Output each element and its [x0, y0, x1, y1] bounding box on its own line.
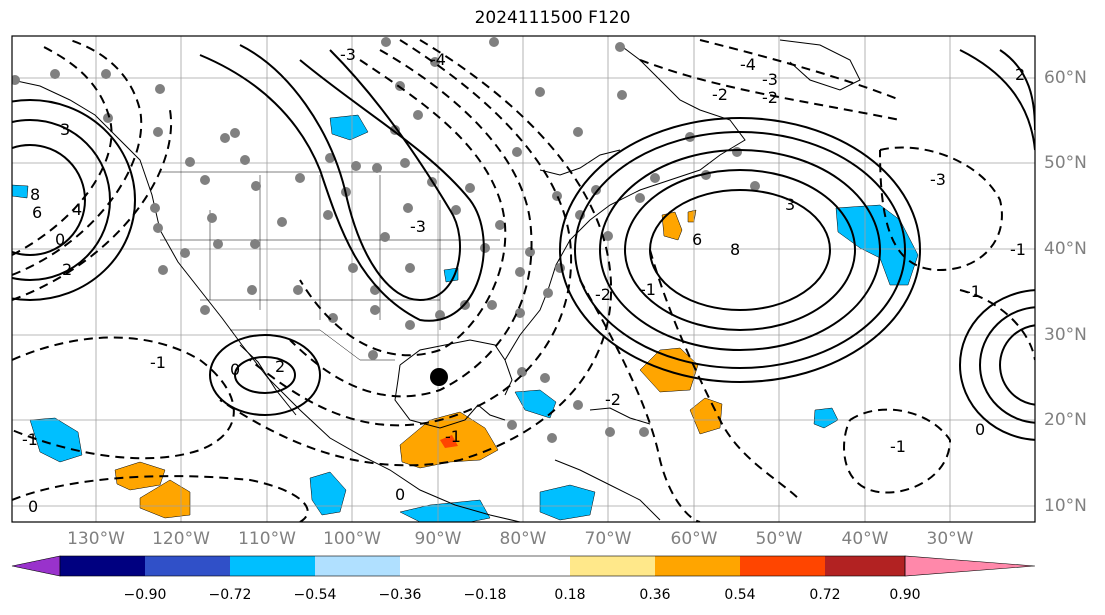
contour-label: -2	[605, 390, 621, 409]
contour-label: 0	[28, 497, 38, 516]
colorbar-bin	[655, 556, 740, 576]
lat-label: 40°N	[1044, 239, 1087, 259]
colorbar-bin	[740, 556, 825, 576]
colorbar-bin	[145, 556, 230, 576]
contour-label: 2	[275, 357, 285, 376]
colorbar-bin	[485, 556, 570, 576]
lon-label: 130°W	[67, 529, 125, 549]
colorbar-bin	[315, 556, 400, 576]
lon-label: 110°W	[238, 529, 296, 549]
colorbar-tick: −0.54	[293, 587, 337, 603]
map-title: 2024111500 F120	[474, 8, 631, 28]
colorbar-tick: 0.72	[809, 587, 841, 603]
contour-label: -2	[712, 85, 728, 104]
lon-label: 50°W	[755, 529, 803, 549]
contour-label: 3	[60, 120, 70, 139]
contour-label: -1	[1010, 240, 1026, 259]
lat-label: 50°N	[1044, 153, 1087, 173]
colorbar-tick: −0.90	[123, 587, 167, 603]
contour-label: -2	[595, 285, 611, 304]
colorbar-frame	[59, 555, 906, 577]
lat-label: 60°N	[1044, 68, 1087, 88]
station-dots	[12, 37, 760, 443]
contour-labels: 3 8 6 4 2 0 -3 -1 0 2 -4 -3 -2 -2 -3 3 6…	[22, 45, 1026, 516]
lon-label: 60°W	[670, 529, 718, 549]
map-panel: 3 8 6 4 2 0 -3 -1 0 2 -4 -3 -2 -2 -3 3 6…	[11, 35, 1036, 523]
contour-label: 2	[62, 260, 72, 279]
contour-label: -1	[445, 427, 461, 446]
contour-label: 0	[975, 420, 985, 439]
colorbar-tick: −0.36	[378, 587, 422, 603]
contour-label: -4	[430, 50, 446, 69]
contour-label: -2	[762, 88, 778, 107]
colorbar-bin	[825, 556, 905, 576]
contour-label: -1	[890, 437, 906, 456]
contour-label: 8	[30, 185, 40, 204]
contour-label: -4	[740, 55, 756, 74]
contour-label: 0	[395, 485, 405, 504]
contour-label: -3	[340, 45, 356, 64]
lat-label: 20°N	[1044, 410, 1087, 430]
negative-contours	[12, 39, 1035, 522]
colorbar-bin	[60, 556, 145, 576]
contour-label: 0	[55, 230, 65, 249]
contour-label: -3	[762, 70, 778, 89]
lon-label: 70°W	[584, 529, 632, 549]
lon-label: 80°W	[499, 529, 547, 549]
strong-anomaly-shading	[440, 435, 458, 448]
colorbar-tick: −0.18	[463, 587, 507, 603]
negative-anomaly-shading	[12, 114, 919, 522]
lat-label: 10°N	[1044, 496, 1087, 516]
contour-label: -1	[22, 430, 38, 449]
colorbar-tick: 0.90	[889, 587, 921, 603]
contour-label: 6	[32, 203, 42, 222]
lon-label: 40°W	[841, 529, 889, 549]
lon-label: 100°W	[323, 529, 381, 549]
positive-contours	[12, 44, 1035, 441]
lon-label: 30°W	[926, 529, 974, 549]
contour-label: -1	[965, 282, 981, 301]
contour-label: 4	[72, 200, 82, 219]
colorbar	[11, 555, 1036, 577]
colorbar-min-extend	[11, 555, 61, 577]
lon-label: 90°W	[414, 529, 462, 549]
contour-label: 8	[730, 240, 740, 259]
contour-label: 0	[230, 360, 240, 379]
colorbar-bin	[400, 556, 485, 576]
contour-label: 6	[692, 230, 702, 249]
map-background	[12, 36, 1035, 522]
colorbar-tick: 0.54	[724, 587, 756, 603]
contour-label: -1	[640, 280, 656, 299]
lon-label: 120°W	[152, 529, 210, 549]
contour-label: -3	[930, 170, 946, 189]
storm-center-marker	[430, 368, 448, 386]
map-frame	[11, 35, 1036, 523]
colorbar-bin	[570, 556, 655, 576]
contour-label: 2	[1015, 65, 1025, 84]
lat-label: 30°N	[1044, 325, 1087, 345]
contour-label: -1	[150, 353, 166, 372]
colorbar-bin	[230, 556, 315, 576]
colorbar-tick: 0.36	[639, 587, 671, 603]
colorbar-tick: −0.72	[208, 587, 252, 603]
positive-anomaly-shading	[114, 209, 723, 519]
colorbar-max-extend	[904, 555, 1036, 577]
contour-label: -3	[410, 217, 426, 236]
contour-label: 3	[785, 195, 795, 214]
colorbar-tick: 0.18	[554, 587, 586, 603]
